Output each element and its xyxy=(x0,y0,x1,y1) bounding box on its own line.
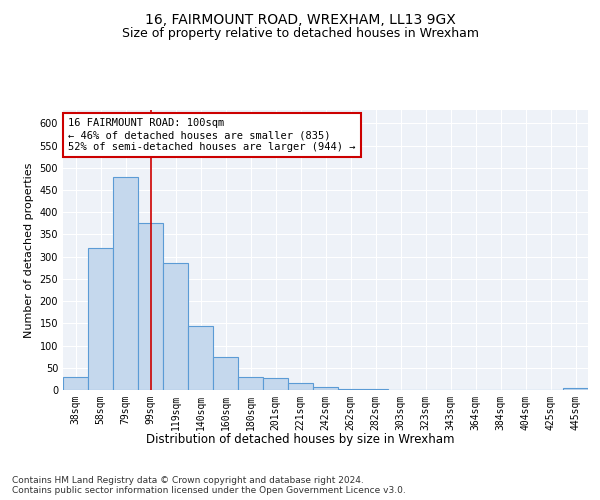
Bar xyxy=(363,389,388,390)
Bar xyxy=(238,376,263,390)
Text: Distribution of detached houses by size in Wrexham: Distribution of detached houses by size … xyxy=(146,432,454,446)
Bar xyxy=(563,388,588,390)
Bar xyxy=(288,384,313,390)
Bar xyxy=(163,264,188,390)
Text: Contains HM Land Registry data © Crown copyright and database right 2024.
Contai: Contains HM Land Registry data © Crown c… xyxy=(12,476,406,495)
Text: 16, FAIRMOUNT ROAD, WREXHAM, LL13 9GX: 16, FAIRMOUNT ROAD, WREXHAM, LL13 9GX xyxy=(145,12,455,26)
Bar xyxy=(188,326,213,390)
Text: 16 FAIRMOUNT ROAD: 100sqm
← 46% of detached houses are smaller (835)
52% of semi: 16 FAIRMOUNT ROAD: 100sqm ← 46% of detac… xyxy=(68,118,356,152)
Y-axis label: Number of detached properties: Number of detached properties xyxy=(24,162,34,338)
Bar xyxy=(63,376,88,390)
Bar xyxy=(263,378,288,390)
Bar xyxy=(338,388,363,390)
Bar xyxy=(313,387,338,390)
Text: Size of property relative to detached houses in Wrexham: Size of property relative to detached ho… xyxy=(121,28,479,40)
Bar xyxy=(88,248,113,390)
Bar xyxy=(113,176,138,390)
Bar xyxy=(138,224,163,390)
Bar xyxy=(213,356,238,390)
